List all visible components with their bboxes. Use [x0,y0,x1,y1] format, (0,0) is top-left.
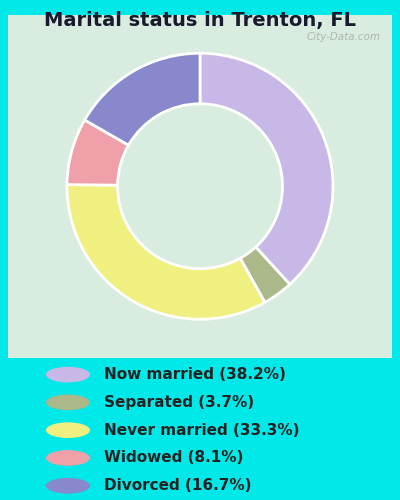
Wedge shape [67,120,128,185]
Wedge shape [240,247,290,302]
Text: Widowed (8.1%): Widowed (8.1%) [104,450,243,466]
Wedge shape [67,184,265,319]
Circle shape [46,422,90,438]
Text: Marital status in Trenton, FL: Marital status in Trenton, FL [44,11,356,30]
Circle shape [46,478,90,494]
Text: Now married (38.2%): Now married (38.2%) [104,367,286,382]
Circle shape [46,450,90,466]
Circle shape [46,367,90,382]
Wedge shape [85,53,200,145]
Text: Never married (33.3%): Never married (33.3%) [104,422,300,438]
Text: Separated (3.7%): Separated (3.7%) [104,395,254,410]
Circle shape [46,394,90,410]
Text: City-Data.com: City-Data.com [306,32,380,42]
Wedge shape [200,53,333,284]
Text: Divorced (16.7%): Divorced (16.7%) [104,478,252,493]
